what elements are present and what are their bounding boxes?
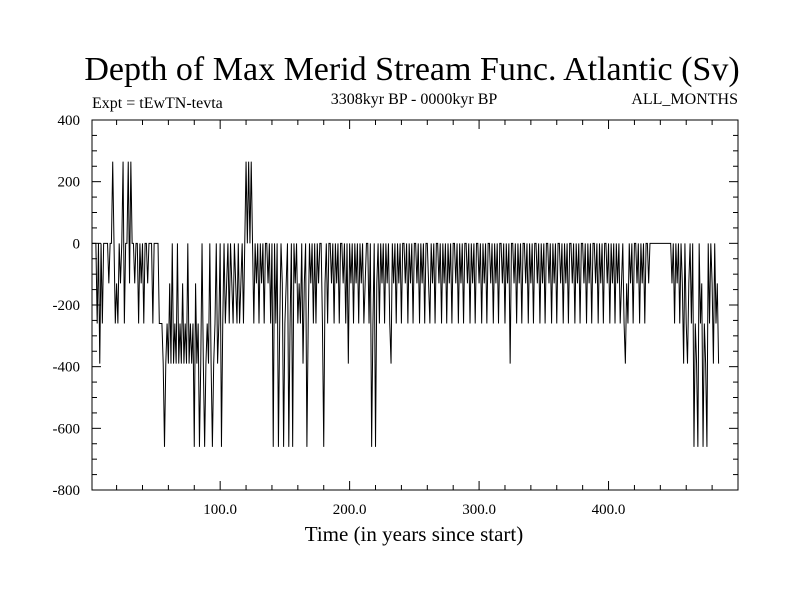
y-tick-label: 0 bbox=[73, 236, 81, 252]
y-tick-label: -200 bbox=[53, 298, 81, 314]
y-tick-label: -400 bbox=[53, 360, 81, 376]
x-tick-label: 400.0 bbox=[592, 502, 626, 518]
y-tick-label: 200 bbox=[58, 175, 81, 191]
series-line-depth bbox=[92, 161, 720, 447]
subtitle-center: 3308kyr BP - 0000kyr BP bbox=[331, 91, 498, 108]
axis-tick-labels: 100.0 200.0 300.0 400.0 400 200 0 -200 -400 -600 -… bbox=[53, 113, 626, 518]
x-tick-label: 300.0 bbox=[462, 502, 496, 518]
x-axis-label: Time (in years since start) bbox=[305, 522, 524, 546]
y-tick-label: -600 bbox=[53, 421, 81, 437]
x-tick-label: 200.0 bbox=[333, 502, 367, 518]
subtitle-right: ALL_MONTHS bbox=[631, 91, 738, 108]
x-tick-label: 100.0 bbox=[203, 502, 237, 518]
chart-title: Depth of Max Merid Stream Func. Atlantic… bbox=[84, 51, 739, 88]
subtitle-left: Expt = tEwTN-tevta bbox=[92, 95, 223, 112]
y-tick-label: -800 bbox=[53, 483, 81, 499]
y-tick-label: 400 bbox=[58, 113, 81, 129]
axis-ticks bbox=[92, 119, 738, 491]
